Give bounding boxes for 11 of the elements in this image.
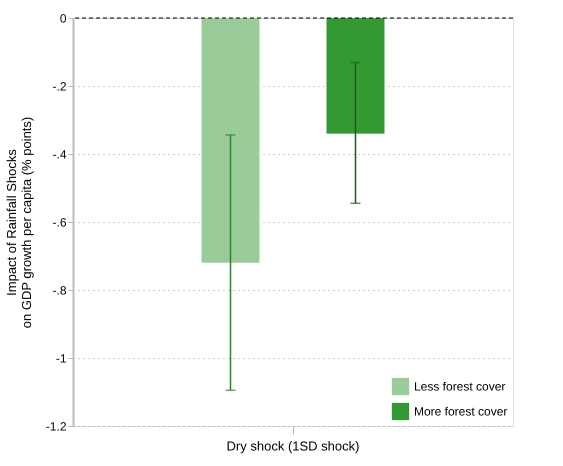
y-tick-label: -.6 bbox=[52, 216, 67, 230]
y-tick-label: -.8 bbox=[52, 284, 67, 298]
y-tick-label: -1.2 bbox=[46, 420, 67, 434]
y-tick-label: -.4 bbox=[52, 148, 67, 162]
y-tick-label: -1 bbox=[56, 352, 67, 366]
legend-label: More forest cover bbox=[414, 404, 508, 418]
y-axis-title: Impact of Rainfall Shocks on GDP growth per capita (% points) bbox=[4, 116, 34, 328]
legend-label: Less forest cover bbox=[414, 380, 506, 394]
y-tick-label: 0 bbox=[60, 12, 67, 26]
y-tick-label: -.2 bbox=[52, 80, 67, 94]
x-tick-label: Dry shock (1SD shock) bbox=[226, 438, 360, 454]
